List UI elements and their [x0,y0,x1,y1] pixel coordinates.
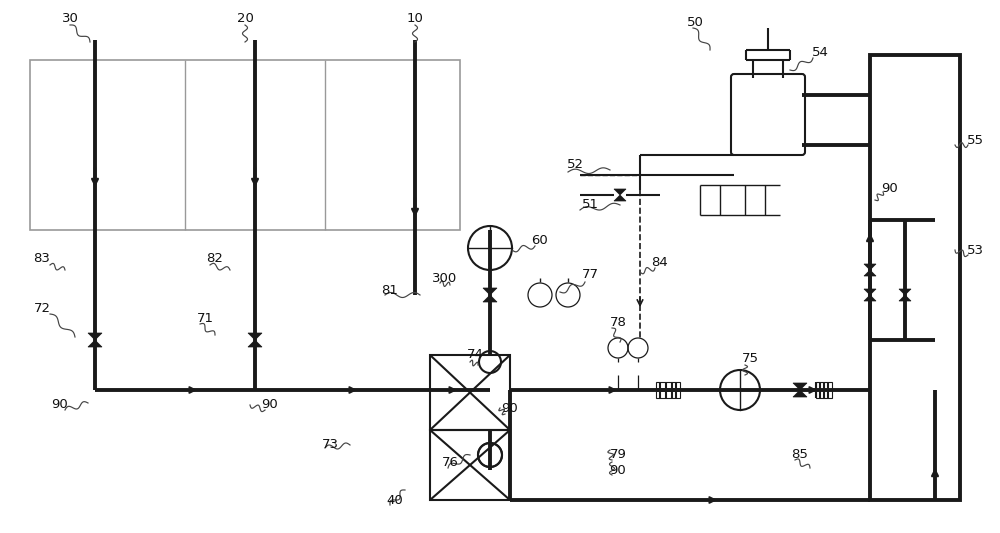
Polygon shape [793,390,807,397]
Polygon shape [248,333,262,340]
Text: 72: 72 [34,302,50,314]
Text: 85: 85 [792,448,808,462]
Text: 83: 83 [34,252,50,264]
Polygon shape [793,383,807,390]
Text: 90: 90 [262,399,278,411]
Polygon shape [483,288,497,295]
Polygon shape [248,340,262,347]
Text: 90: 90 [610,464,626,477]
Text: 77: 77 [582,269,598,281]
Text: 51: 51 [582,198,598,212]
Text: 10: 10 [407,12,423,25]
Text: 71: 71 [196,311,214,325]
Polygon shape [864,295,876,301]
Text: 53: 53 [966,244,984,256]
Text: 81: 81 [382,284,398,296]
Text: 60: 60 [532,233,548,246]
Bar [430,430,510,500]
Text: 82: 82 [207,252,223,264]
Text: 55: 55 [966,133,984,147]
Text: 78: 78 [610,316,626,328]
Polygon shape [899,295,911,301]
Polygon shape [614,195,626,201]
Polygon shape [614,189,626,195]
Bar [656,382,680,398]
Text: 74: 74 [467,349,483,361]
Bar [30,60,460,230]
Text: 73: 73 [322,439,338,451]
Polygon shape [864,289,876,295]
Polygon shape [899,289,911,295]
Bar [816,382,832,398]
Bar [430,355,510,430]
Text: 90: 90 [502,401,518,415]
Text: 20: 20 [237,12,253,25]
Text: 76: 76 [442,456,458,469]
Polygon shape [864,264,876,270]
Polygon shape [88,333,102,340]
Bar [870,55,960,500]
Text: 75: 75 [742,351,759,365]
Text: 40: 40 [387,494,403,506]
Polygon shape [483,295,497,302]
Polygon shape [864,270,876,276]
Text: 52: 52 [566,158,584,172]
Text: 300: 300 [432,271,458,285]
Text: 79: 79 [610,448,626,462]
Text: 84: 84 [652,255,668,269]
Text: 50: 50 [687,15,703,28]
Text: 90: 90 [882,182,898,195]
Polygon shape [88,340,102,347]
Text: 54: 54 [812,45,828,59]
Text: 90: 90 [52,399,68,411]
Text: 30: 30 [62,12,78,25]
